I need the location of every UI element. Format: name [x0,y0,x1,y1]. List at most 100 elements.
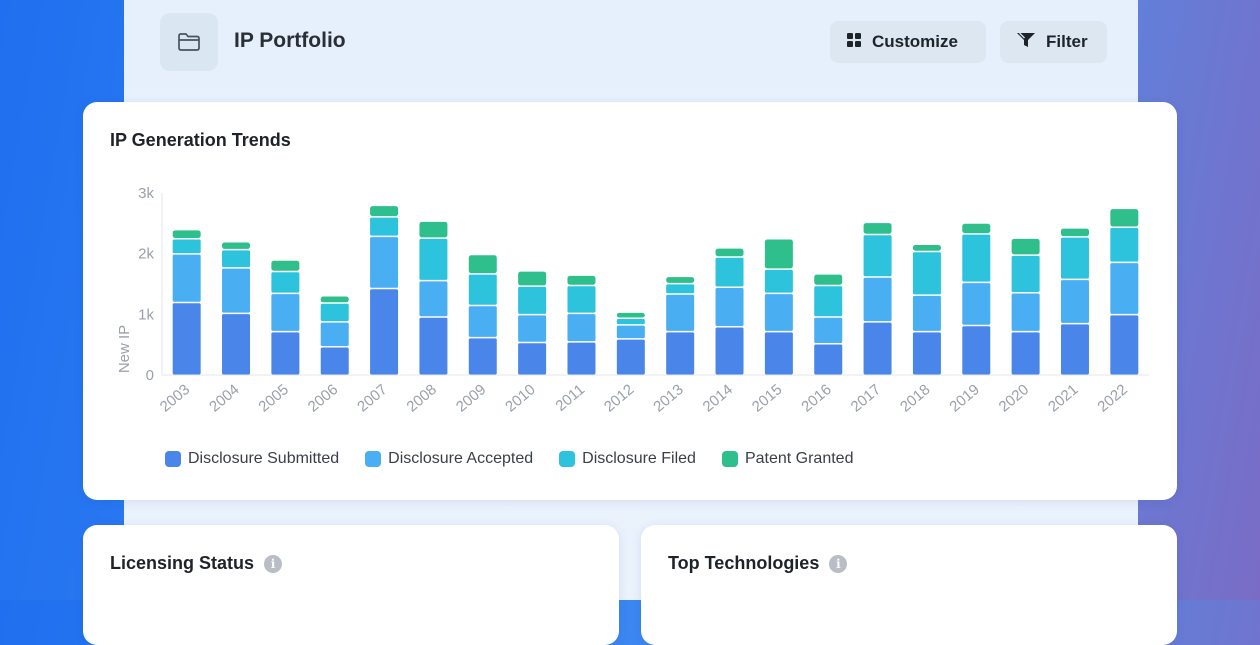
bar-segment [271,272,300,293]
bar-segment [1110,227,1139,262]
bar-segment [468,338,497,375]
bar-segment [1110,263,1139,314]
bar-segment [863,277,892,322]
bar-segment [419,221,448,238]
bar-segment [567,286,596,313]
bar-segment [666,284,695,294]
y-tick-label: 3k [138,185,154,202]
bar-segment [320,347,349,375]
legend-item[interactable]: Disclosure Filed [559,450,696,468]
y-tick-label: 0 [146,367,154,384]
bar-segment [1110,209,1139,227]
bar-segment [172,303,201,375]
bar-segment [764,269,793,293]
bar-segment [764,294,793,331]
folder-icon [160,13,218,71]
legend-swatch [365,451,382,467]
bar-segment [222,314,251,375]
bar-segment [912,332,941,375]
bar-segment [666,332,695,375]
customize-button[interactable]: Customize [830,21,986,63]
bar-segment [1011,332,1040,375]
ip-trends-chart: 0 1k 2k 3k New IP 2003 2004 2005 2006 2007 2008 200… [116,185,1149,416]
bar-segment [370,206,399,217]
bar-segment [616,312,645,318]
x-tick-label: 2017 [848,381,884,415]
card-title: IP Generation Trends [110,130,291,150]
info-icon[interactable]: i [264,554,283,573]
x-tick-label: 2012 [601,381,637,415]
legend-item[interactable]: Patent Granted [721,450,854,468]
bar-segment [764,239,793,269]
bar-segment [912,252,941,295]
x-tick-label: 2018 [897,381,933,415]
bar-segment [616,318,645,325]
bar-segment [814,317,843,343]
legend-item[interactable]: Disclosure Submitted [165,450,339,468]
bar-segment [271,294,300,331]
chart-legend: Disclosure Submitted Disclosure Accepted D… [165,450,853,468]
bar-segment [1011,293,1040,331]
y-tick-label: 1k [138,306,154,323]
bar-segment [468,306,497,337]
page-header: IP Portfolio Customize Filter [160,13,1110,71]
bar-segment [172,230,201,238]
legend-item[interactable]: Disclosure Accepted [365,450,533,468]
bar-segment [419,238,448,280]
x-tick-label: 2005 [255,381,291,415]
bar-segment [1110,315,1139,375]
bar-segment [1060,280,1089,323]
legend-swatch [165,451,181,467]
licensing-status-card: Licensing Status i [83,525,619,645]
bar-segment [567,314,596,342]
bar-segment [468,274,497,305]
x-tick-label: 2014 [700,381,736,415]
bar-segment [320,303,349,322]
x-tick-label: 2016 [798,381,834,415]
bar-segment [814,274,843,285]
x-tick-label: 2020 [996,381,1032,415]
card-title: Licensing Status i [110,553,283,574]
legend-label: Patent Granted [744,450,854,467]
x-tick-label: 2019 [946,381,982,415]
tech-title: Top Technologies [668,553,820,573]
x-tick-label: 2013 [650,381,686,415]
bar-segment [715,248,744,257]
x-tick-label: 2009 [453,381,489,415]
bar-segment [518,343,547,375]
bar-segment [222,242,251,249]
bar-segment [172,254,201,302]
bar-segment [715,288,744,326]
bar-segment [962,326,991,375]
bar-segment [419,281,448,317]
ip-trends-card: IP Generation Trends 0 1k 2k 3k New IP 2003 20… [83,102,1177,500]
x-tick-label: 2010 [502,381,538,415]
bar-segment [1060,237,1089,279]
bar-segment [370,289,399,375]
bar-segment [715,257,744,287]
info-icon[interactable]: i [829,554,848,573]
bar-segment [666,277,695,283]
bar-segment [518,286,547,314]
grid-icon [846,32,862,53]
bar-segment [863,322,892,375]
bar-segment [962,223,991,234]
x-tick-label: 2006 [305,381,341,415]
legend-swatch [721,451,738,467]
bar-segment [370,237,399,288]
x-tick-label: 2007 [354,381,390,415]
legend-label: Disclosure Submitted [188,450,340,467]
filter-button[interactable]: Filter [1000,21,1107,63]
bar-segment [271,260,300,271]
x-tick-label: 2022 [1094,381,1130,415]
bar-segment [222,268,251,313]
bar-segment [518,315,547,342]
licensing-title: Licensing Status [110,553,255,573]
y-tick-label: 2k [138,246,154,263]
x-tick-label: 2021 [1045,381,1081,415]
x-tick-label: 2015 [749,381,785,415]
bar-segment [715,327,744,375]
legend-label: Disclosure Filed [582,450,696,467]
bar-segment [912,244,941,251]
bar-segment [616,325,645,339]
